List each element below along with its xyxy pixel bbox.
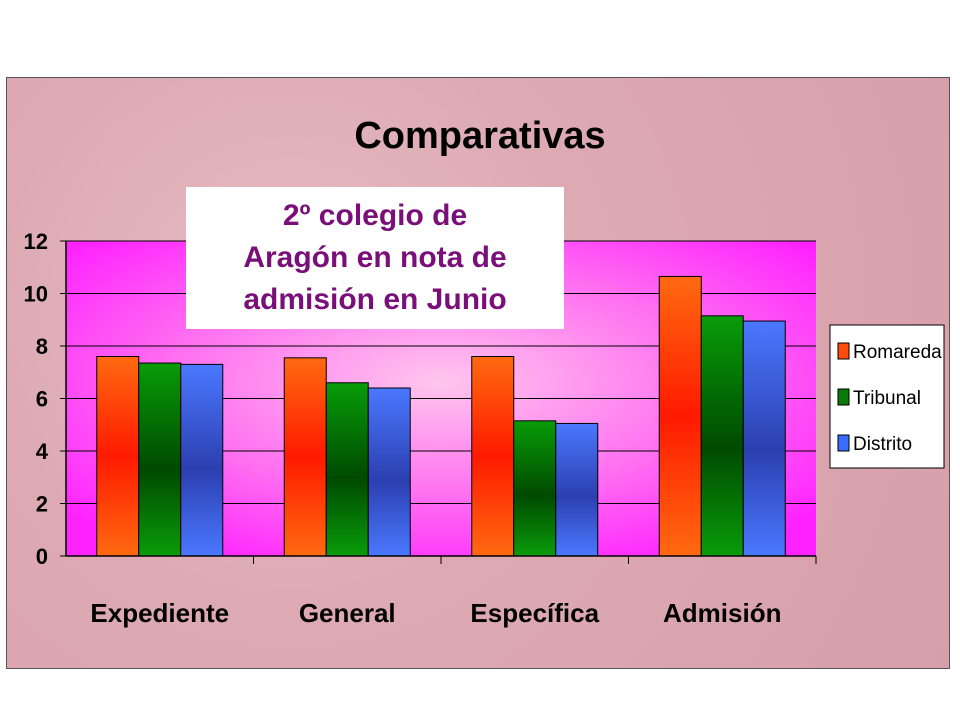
bar-distrito xyxy=(180,363,224,557)
bar-distrito xyxy=(367,387,411,557)
y-tick-labels: 0 2 4 6 8 10 12 xyxy=(24,229,49,569)
legend-swatch-tribunal xyxy=(837,388,850,406)
legend: Romareda Tribunal Distrito xyxy=(829,324,945,469)
legend-label-distrito: Distrito xyxy=(853,434,912,455)
y-tick-label: 2 xyxy=(36,492,48,517)
annotation-line-3: admisión en Junio xyxy=(243,283,507,316)
y-tick-label: 8 xyxy=(36,334,48,359)
y-tick-label: 0 xyxy=(36,544,48,569)
bar-tribunal xyxy=(700,315,744,557)
bars xyxy=(96,275,786,557)
legend-label-tribunal: Tribunal xyxy=(853,388,921,409)
bar-distrito xyxy=(555,422,599,557)
annotation-callout: 2º colegio de Aragón en nota de admisión… xyxy=(186,187,564,329)
bar-tribunal xyxy=(513,420,557,557)
bar-romareda xyxy=(471,356,515,557)
bar-tribunal xyxy=(325,382,369,557)
bar-romareda xyxy=(96,356,140,557)
legend-swatch-distrito xyxy=(837,434,850,452)
y-tick-label: 12 xyxy=(24,229,48,254)
x-category-label: Específica xyxy=(470,598,599,628)
annotation-line-2: Aragón en nota de xyxy=(243,241,507,274)
legend-label-romareda: Romareda xyxy=(853,342,942,363)
x-category-label: Expediente xyxy=(90,598,229,628)
x-category-label: General xyxy=(299,598,396,628)
x-category-labels: Expediente General Específica Admisión xyxy=(90,598,781,628)
bar-romareda xyxy=(658,275,702,557)
y-tick-label: 4 xyxy=(36,439,49,464)
bar-tribunal xyxy=(138,362,182,557)
bar-romareda xyxy=(283,357,327,557)
chart-title: Comparativas xyxy=(354,115,605,157)
y-tick-label: 10 xyxy=(24,282,48,307)
x-category-label: Admisión xyxy=(663,598,781,628)
y-tick-label: 6 xyxy=(36,387,48,412)
legend-swatch-romareda xyxy=(837,342,850,360)
axes xyxy=(60,240,817,564)
bar-distrito xyxy=(742,320,786,557)
annotation-line-1: 2º colegio de xyxy=(282,199,468,232)
